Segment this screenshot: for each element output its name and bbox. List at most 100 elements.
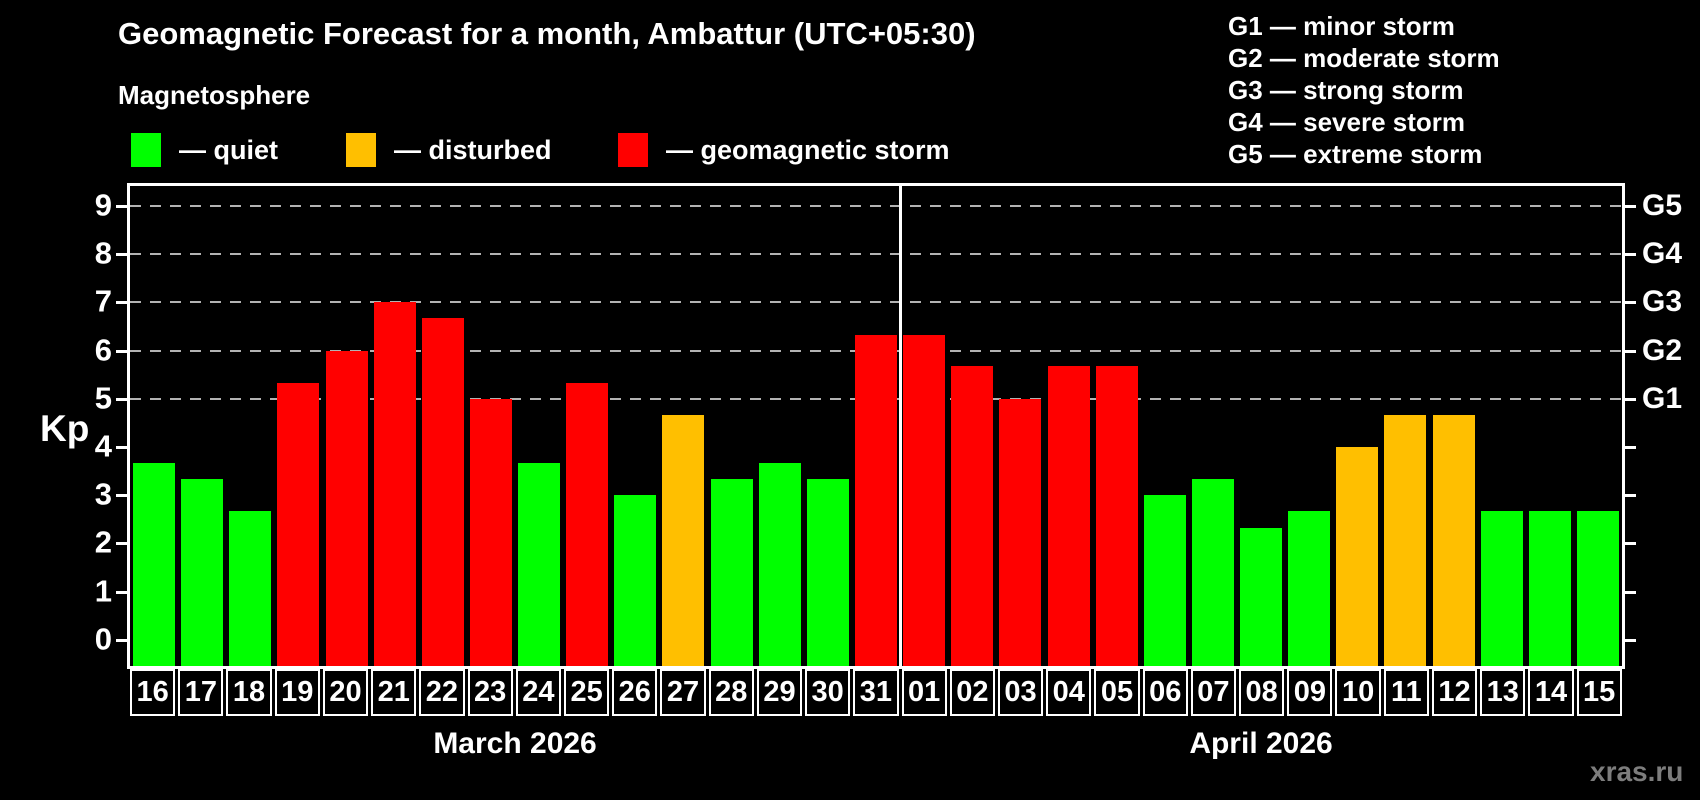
kp-bar [758, 462, 801, 666]
watermark: xras.ru [1590, 756, 1684, 787]
kp-bar [1384, 414, 1427, 666]
kp-bar [806, 479, 849, 666]
gridline-kp9 [130, 204, 1622, 207]
gridline-kp7 [130, 301, 1622, 304]
y-axis-label: 0 [94, 621, 112, 657]
kp-bar [469, 398, 512, 666]
chart-subtitle: Magnetosphere [118, 80, 311, 110]
g-axis-label-g4: G4 [1642, 237, 1683, 271]
date-label: 13 [1480, 669, 1526, 716]
legend-label-disturbed: — disturbed [394, 134, 552, 165]
kp-bar [1576, 511, 1619, 666]
legend-item-quiet: — quiet [131, 132, 278, 168]
chart-title: Geomagnetic Forecast for a month, Ambatt… [118, 16, 976, 51]
kp-bar [951, 366, 994, 666]
y-axis-label: 6 [94, 331, 112, 367]
left-tick [116, 301, 127, 305]
date-label: 16 [130, 669, 176, 716]
y-axis-label: 1 [94, 572, 112, 608]
right-tick [1625, 301, 1636, 305]
kp-bar [1095, 366, 1138, 666]
date-label: 08 [1239, 669, 1285, 716]
left-tick [116, 638, 127, 642]
kp-bar [325, 350, 368, 666]
kp-bar [855, 334, 897, 666]
month-separator [898, 186, 902, 666]
date-label: 27 [660, 669, 706, 716]
kp-bar [1191, 479, 1234, 666]
date-label: 25 [563, 669, 610, 716]
kp-bar [1432, 414, 1475, 666]
date-label: 17 [178, 669, 224, 716]
storm-swatch-icon [618, 133, 648, 167]
date-label: 10 [1335, 669, 1381, 716]
right-tick [1625, 204, 1636, 208]
date-label: 19 [274, 669, 320, 716]
date-label: 03 [997, 669, 1044, 716]
kp-bar [1480, 511, 1523, 666]
kp-bar [1336, 447, 1379, 666]
g2-legend-line: G2 — moderate storm [1228, 43, 1500, 73]
right-tick [1625, 445, 1636, 449]
date-label: 20 [322, 669, 369, 716]
kp-bar [1288, 511, 1331, 666]
right-tick [1625, 253, 1636, 257]
date-label: 11 [1383, 669, 1429, 716]
y-axis-label: 8 [94, 235, 112, 271]
right-tick [1625, 349, 1636, 353]
right-tick [1625, 397, 1636, 401]
date-label: 14 [1528, 669, 1574, 716]
plot-area [130, 186, 1622, 666]
kp-bar [373, 302, 416, 666]
kp-bar [277, 382, 320, 666]
g1-legend-line: G1 — minor storm [1228, 11, 1455, 41]
date-label: 31 [853, 669, 899, 716]
kp-bar [1528, 511, 1571, 666]
g-axis-label-g5: G5 [1642, 188, 1683, 222]
g5-legend-line: G5 — extreme storm [1228, 139, 1483, 169]
kp-bar [1240, 527, 1283, 666]
date-label: 15 [1576, 669, 1622, 716]
kp-bar [662, 414, 705, 666]
legend-item-storm: — geomagnetic storm [618, 132, 950, 168]
left-tick [116, 397, 127, 401]
kp-bar [614, 495, 657, 666]
g4-legend-line: G4 — severe storm [1228, 107, 1466, 137]
month-label-march: March 2026 [433, 727, 597, 760]
disturbed-swatch-icon [346, 133, 376, 167]
left-tick [116, 494, 127, 498]
kp-bar [1143, 495, 1186, 666]
month-label-april: April 2026 [1189, 727, 1333, 760]
g3-legend-line: G3 — strong storm [1228, 75, 1464, 105]
kp-bar [133, 462, 176, 666]
legend-label-quiet: — quiet [179, 134, 278, 165]
date-label: 06 [1142, 669, 1188, 716]
y-axis-label: 9 [94, 187, 112, 223]
date-axis: 16 17 18 19 20 21 22 23 24 25 26 27 28 29 30 31 01 02 03 04… [130, 669, 1622, 716]
g-axis-label-g3: G3 [1642, 285, 1683, 319]
date-label: 21 [371, 669, 417, 716]
date-label: 24 [515, 669, 561, 716]
date-label: 29 [756, 669, 803, 716]
date-label: 23 [467, 669, 513, 716]
kp-bar [518, 462, 561, 666]
kp-bar [710, 479, 753, 666]
kp-bar [1047, 366, 1090, 666]
left-tick [116, 253, 127, 257]
y-axis-label: 5 [94, 380, 112, 416]
kp-bar [181, 479, 224, 666]
date-label: 28 [708, 669, 754, 716]
date-label: 05 [1094, 669, 1140, 716]
left-tick [116, 204, 127, 208]
date-label: 02 [949, 669, 995, 716]
legend-item-disturbed: — disturbed [346, 132, 552, 168]
date-label: 22 [419, 669, 465, 716]
quiet-swatch-icon [131, 133, 161, 167]
gridline-kp8 [130, 253, 1622, 256]
y-axis-title: Kp [40, 408, 90, 449]
kp-bar [903, 334, 946, 666]
date-label: 26 [612, 669, 658, 716]
right-tick [1625, 494, 1636, 498]
y-axis-label: 4 [94, 428, 112, 464]
g-axis-label-g1: G1 [1642, 381, 1683, 415]
